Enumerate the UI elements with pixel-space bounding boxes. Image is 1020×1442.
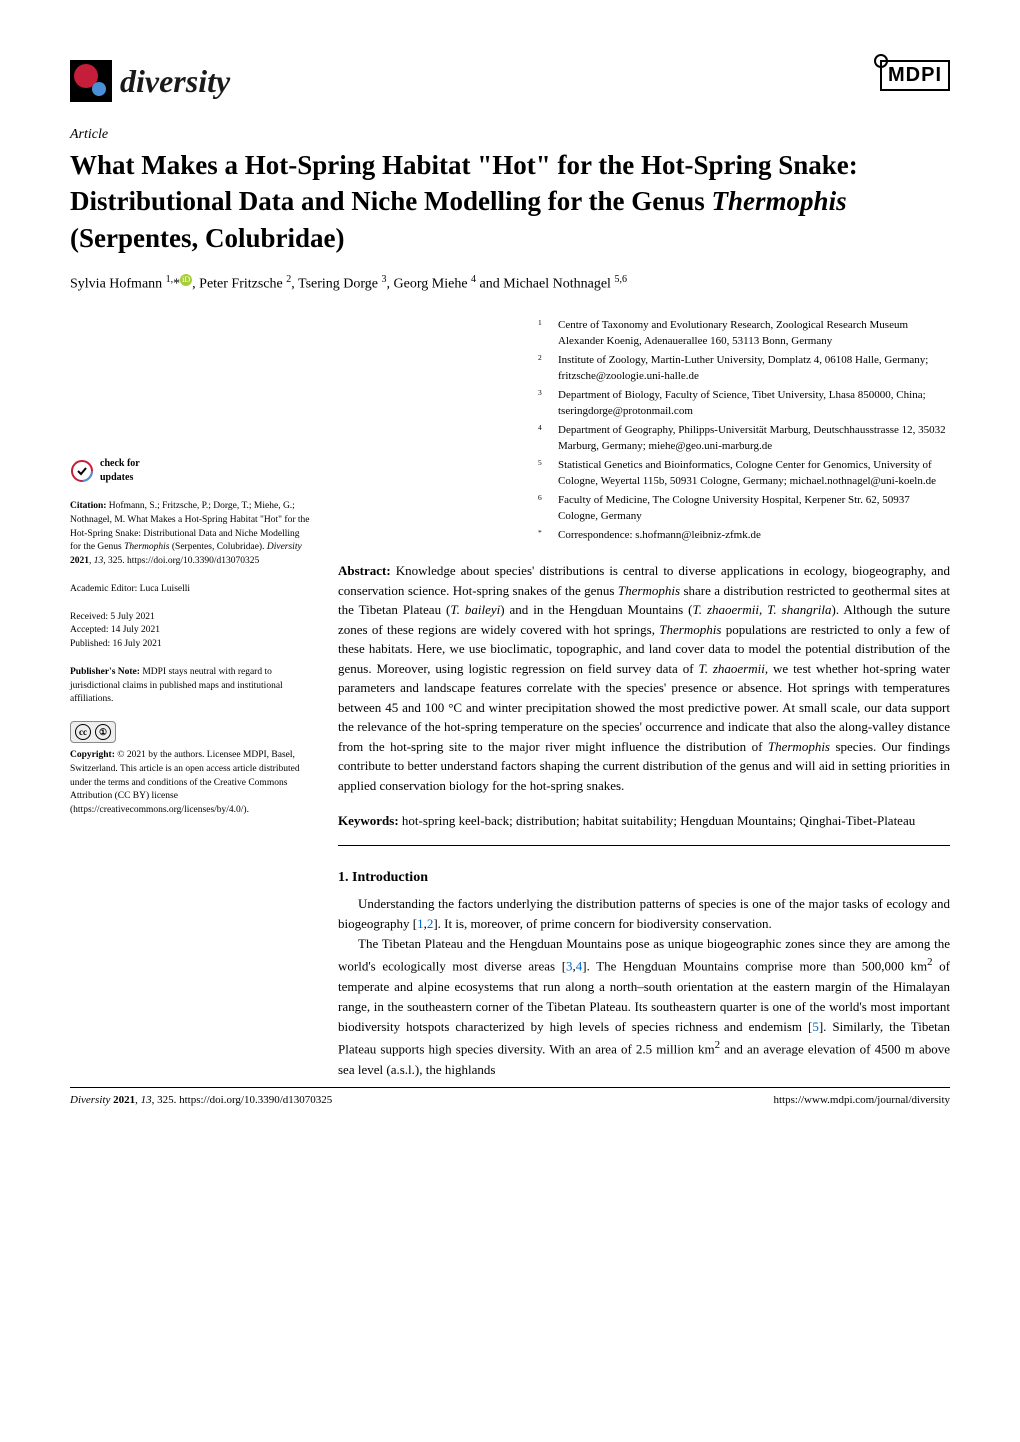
publisher-note-label: Publisher's Note: bbox=[70, 667, 140, 677]
editor-name: Luca Luiselli bbox=[140, 584, 190, 594]
affiliation-row: 2Institute of Zoology, Martin-Luther Uni… bbox=[538, 352, 950, 385]
journal-logo-icon bbox=[70, 60, 112, 102]
check-updates-label: check forupdates bbox=[100, 457, 140, 486]
cc-badge-row: cc ① bbox=[70, 721, 310, 743]
affiliation-row: 3Department of Biology, Faculty of Scien… bbox=[538, 387, 950, 420]
page-footer: Diversity 2021, 13, 325. https://doi.org… bbox=[70, 1087, 950, 1106]
received-date: Received: 5 July 2021 bbox=[70, 611, 310, 625]
citation-text: Hofmann, S.; Fritzsche, P.; Dorge, T.; M… bbox=[70, 501, 310, 566]
published-date: Published: 16 July 2021 bbox=[70, 638, 310, 652]
affiliation-row: 6Faculty of Medicine, The Cologne Univer… bbox=[538, 492, 950, 525]
affiliation-row: 5Statistical Genetics and Bioinformatics… bbox=[538, 457, 950, 490]
affiliation-row: *Correspondence: s.hofmann@leibniz-zfmk.… bbox=[538, 527, 950, 544]
check-updates[interactable]: check forupdates bbox=[70, 457, 310, 486]
keywords-text: hot-spring keel-back; distribution; habi… bbox=[402, 813, 915, 828]
affiliations: 1Centre of Taxonomy and Evolutionary Res… bbox=[338, 317, 950, 544]
editor-label: Academic Editor: bbox=[70, 584, 137, 594]
copyright-label: Copyright: bbox=[70, 750, 115, 760]
by-icon: ① bbox=[95, 724, 111, 740]
journal-logo: diversity bbox=[70, 60, 230, 102]
keywords-label: Keywords: bbox=[338, 813, 399, 828]
authors-line: Sylvia Hofmann 1,*iD, Peter Fritzsche 2,… bbox=[70, 274, 950, 293]
sidebar: check forupdates Citation: Hofmann, S.; … bbox=[70, 317, 310, 1080]
citation-block: Citation: Hofmann, S.; Fritzsche, P.; Do… bbox=[70, 500, 310, 569]
section-heading-intro: 1. Introduction bbox=[338, 870, 950, 886]
cc-badge: cc ① bbox=[70, 721, 116, 743]
intro-para-2: The Tibetan Plateau and the Hengduan Mou… bbox=[338, 934, 950, 1080]
check-updates-icon bbox=[70, 459, 94, 483]
dates-block: Received: 5 July 2021 Accepted: 14 July … bbox=[70, 611, 310, 652]
editor-block: Academic Editor: Luca Luiselli bbox=[70, 583, 310, 597]
affiliation-row: 1Centre of Taxonomy and Evolutionary Res… bbox=[538, 317, 950, 350]
article-title: What Makes a Hot-Spring Habitat "Hot" fo… bbox=[70, 147, 950, 256]
keywords: Keywords: hot-spring keel-back; distribu… bbox=[338, 811, 950, 846]
affiliation-row: 4Department of Geography, Philipps-Unive… bbox=[538, 422, 950, 455]
cc-icon: cc bbox=[75, 724, 91, 740]
intro-para-1: Understanding the factors underlying the… bbox=[338, 894, 950, 934]
copyright-block: Copyright: © 2021 by the authors. Licens… bbox=[70, 749, 310, 818]
article-type: Article bbox=[70, 127, 950, 143]
header-row: diversity MDPI bbox=[70, 60, 950, 102]
abstract-label: Abstract: bbox=[338, 563, 391, 578]
publisher-note-block: Publisher's Note: MDPI stays neutral wit… bbox=[70, 666, 310, 707]
footer-right: https://www.mdpi.com/journal/diversity bbox=[774, 1094, 951, 1106]
main-column: 1Centre of Taxonomy and Evolutionary Res… bbox=[338, 317, 950, 1080]
citation-label: Citation: bbox=[70, 501, 106, 511]
accepted-date: Accepted: 14 July 2021 bbox=[70, 624, 310, 638]
abstract-text: Knowledge about species' distributions i… bbox=[338, 563, 950, 793]
publisher-logo: MDPI bbox=[880, 60, 950, 91]
footer-left: Diversity 2021, 13, 325. https://doi.org… bbox=[70, 1094, 332, 1106]
journal-name: diversity bbox=[120, 63, 230, 100]
abstract: Abstract: Knowledge about species' distr… bbox=[338, 561, 950, 795]
